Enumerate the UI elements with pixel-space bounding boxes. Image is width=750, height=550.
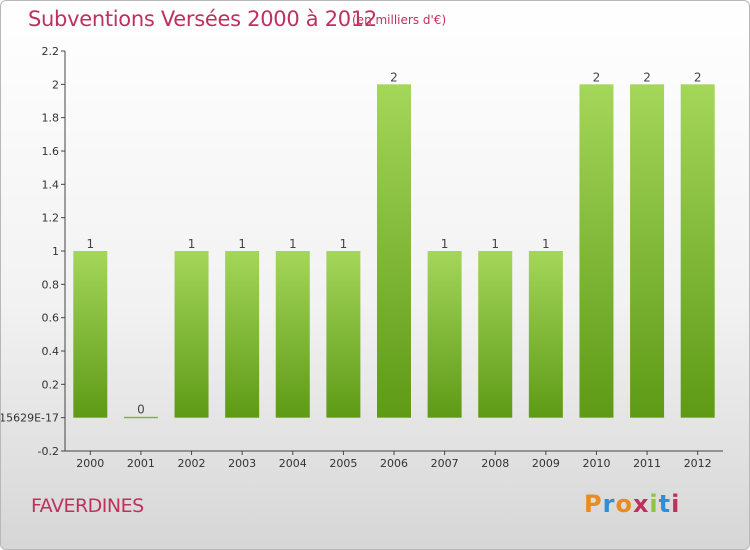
- data-label: 2: [643, 70, 651, 84]
- logo-letter: r: [602, 490, 616, 518]
- logo-letter: i: [671, 490, 681, 518]
- x-tick-label: 2009: [532, 457, 560, 470]
- x-tick-label: 2002: [178, 457, 206, 470]
- bar-2001[interactable]: [123, 416, 158, 419]
- bar-2003[interactable]: [225, 251, 260, 418]
- logo-letter: t: [658, 490, 672, 518]
- proxiti-logo[interactable]: Proxiti: [584, 490, 680, 518]
- x-tick-label: 2004: [279, 457, 307, 470]
- data-label: 1: [340, 237, 348, 251]
- x-tick-label: 2011: [633, 457, 661, 470]
- bar-2011[interactable]: [630, 84, 665, 418]
- bar-2010[interactable]: [579, 84, 614, 418]
- x-tick-label: 2000: [76, 457, 104, 470]
- data-label: 2: [593, 70, 601, 84]
- y-tick-label: -0.2: [38, 445, 59, 458]
- y-tick-label: 1.8: [42, 112, 60, 125]
- y-tick-label: 0.2: [42, 378, 60, 391]
- y-tick-label: 0.6: [42, 312, 60, 325]
- x-tick-label: 2001: [127, 457, 155, 470]
- data-label: 1: [542, 237, 550, 251]
- data-label: 1: [86, 237, 94, 251]
- bar-2008[interactable]: [478, 251, 513, 418]
- logo-letter: o: [615, 490, 633, 518]
- x-tick-label: 2005: [329, 457, 357, 470]
- y-tick-label: 1.4: [42, 178, 60, 191]
- bar-2004[interactable]: [275, 251, 310, 418]
- bar-2000[interactable]: [73, 251, 108, 418]
- data-label: 2: [694, 70, 702, 84]
- logo-letter: P: [584, 490, 603, 518]
- y-tick-label: 1.2: [42, 212, 60, 225]
- y-tick-label: 0.4: [42, 345, 60, 358]
- data-label: 0: [137, 403, 145, 417]
- commune-name: FAVERDINES: [31, 495, 144, 517]
- data-label: 1: [188, 237, 196, 251]
- y-tick-label: 0.8: [42, 278, 60, 291]
- bar-2012[interactable]: [680, 84, 715, 418]
- x-tick-label: 2012: [684, 457, 712, 470]
- x-tick-label: 2003: [228, 457, 256, 470]
- data-label: 1: [441, 237, 449, 251]
- x-tick-label: 2010: [582, 457, 610, 470]
- data-label: 1: [238, 237, 246, 251]
- bar-2005[interactable]: [326, 251, 361, 418]
- y-tick-label: 2.2: [42, 45, 60, 58]
- data-label: 1: [289, 237, 297, 251]
- bar-2007[interactable]: [427, 251, 462, 418]
- logo-letter: x: [632, 490, 650, 518]
- chart-title: Subventions Versées 2000 à 2012: [28, 7, 377, 31]
- x-tick-label: 2007: [431, 457, 459, 470]
- y-tick-label: 1: [52, 245, 59, 258]
- data-label: 1: [491, 237, 499, 251]
- y-tick-label: 2: [52, 78, 59, 91]
- chart-unit: (en milliers d'€): [352, 13, 447, 27]
- bar-2006[interactable]: [377, 84, 411, 418]
- data-label: 2: [390, 70, 398, 84]
- x-tick-label: 2008: [481, 457, 509, 470]
- bar-2002[interactable]: [174, 251, 209, 418]
- y-tick-label: 1.6: [42, 145, 60, 158]
- logo-letter: i: [649, 490, 659, 518]
- bar-2009[interactable]: [528, 251, 563, 418]
- y-tick-label: 1.15629E-17: [1, 412, 59, 425]
- x-tick-label: 2006: [380, 457, 408, 470]
